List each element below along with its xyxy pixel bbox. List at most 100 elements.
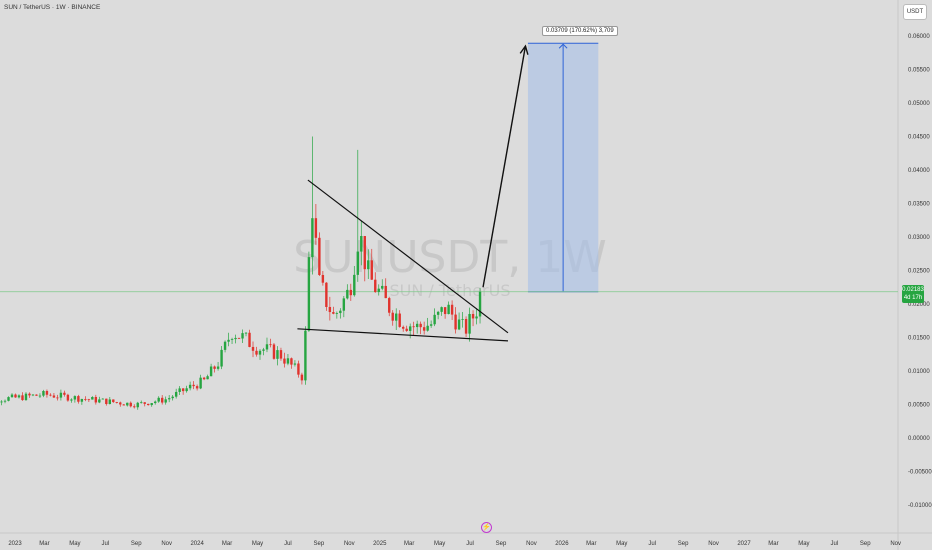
x-tick-label: Sep (678, 541, 689, 547)
candle-body (49, 394, 52, 396)
candle-body (101, 398, 105, 400)
candle-body (87, 399, 91, 401)
y-tick-label: 0.00000 (908, 436, 930, 442)
y-tick-label: 0.01500 (908, 336, 930, 342)
candle-body (38, 395, 42, 397)
candle-body (216, 366, 220, 369)
candle-body (157, 397, 160, 402)
candle-body (415, 323, 419, 328)
candle-body (436, 311, 440, 315)
candle-body (73, 396, 77, 400)
x-tick-label: Jul (648, 541, 656, 547)
candle-body (230, 339, 234, 340)
candle-body (234, 337, 237, 340)
candle-body (426, 325, 429, 331)
candle-body (115, 402, 118, 403)
candle-body (91, 396, 94, 400)
projection-tooltip: 0.03709 (170.62%) 3,709 (542, 26, 618, 36)
candle-body (119, 402, 122, 405)
current-price-value: 0.02183 (902, 287, 924, 293)
projection-arrowhead (519, 44, 529, 55)
candle-body (206, 376, 209, 380)
candle-body (429, 324, 433, 326)
candle-body (28, 393, 31, 396)
candle-body (178, 388, 181, 392)
target-arrowhead (558, 43, 568, 49)
candle-body (24, 393, 28, 401)
candle-body (381, 285, 384, 289)
y-tick-label: 0.03500 (908, 202, 930, 208)
candle-body (174, 391, 178, 397)
candle-body (328, 306, 332, 313)
candle-body (154, 401, 157, 404)
candle-body (325, 282, 328, 307)
x-tick-label: May (252, 541, 263, 547)
candle-body (112, 399, 115, 403)
candle-body (98, 399, 101, 403)
currency-button[interactable]: USDT (903, 4, 927, 20)
candle-body (293, 363, 297, 365)
candle-body (185, 388, 188, 392)
candle-body (433, 314, 436, 325)
candle-body (167, 398, 171, 400)
y-tick-label: 0.04500 (908, 135, 930, 141)
candle-body (412, 326, 415, 328)
candle-body (318, 237, 321, 275)
candle-body (0, 401, 3, 403)
candle-body (475, 316, 478, 319)
candle-body (265, 344, 269, 350)
candle-body (335, 313, 339, 314)
candle-body (66, 394, 70, 401)
x-tick-label: 2027 (737, 541, 751, 547)
candle-body (133, 406, 136, 408)
candle-body (140, 402, 143, 404)
candle-body (251, 346, 255, 351)
symbol-header: SUN / TetherUS · 1W · BINANCE (4, 4, 101, 11)
candle-body (17, 395, 21, 398)
candle-body (297, 363, 300, 375)
candle-body (248, 332, 251, 347)
candle-body (136, 402, 139, 408)
candle-body (349, 289, 353, 296)
candle-body (388, 298, 391, 313)
candle-body (244, 332, 248, 334)
candle-body (408, 326, 412, 331)
y-tick-label: 0.03000 (908, 235, 930, 241)
candle-body (300, 374, 304, 381)
x-tick-label: May (798, 541, 809, 547)
candle-body (307, 257, 311, 331)
candle-body (255, 350, 258, 355)
candle-body (129, 402, 132, 407)
candle-body (370, 260, 373, 280)
candle-body (227, 339, 230, 342)
y-tick-label: 0.02500 (908, 269, 930, 275)
x-tick-label: Nov (890, 541, 901, 547)
flash-icon[interactable]: ⚡ (481, 522, 492, 533)
candle-body (213, 366, 216, 369)
candle-body (377, 288, 380, 293)
x-tick-label: Nov (708, 541, 719, 547)
candle-body (339, 310, 342, 314)
candle-body (290, 358, 293, 365)
candle-body (195, 386, 199, 389)
candle-body (443, 307, 447, 315)
candle-body (478, 291, 482, 317)
x-tick-label: 2023 (8, 541, 22, 547)
candle-body (363, 236, 366, 270)
candle-body (356, 251, 359, 275)
candle-body (181, 388, 185, 392)
candle-body (398, 313, 401, 327)
candle-body (105, 398, 108, 405)
candle-body (80, 398, 84, 402)
lower-trendline (297, 328, 509, 342)
candle-body (402, 326, 405, 329)
x-tick-label: Mar (222, 541, 232, 547)
x-tick-label: Mar (768, 541, 778, 547)
candle-body (279, 350, 283, 359)
candle-body (209, 366, 213, 377)
y-tick-label: 0.00500 (908, 403, 930, 409)
candle-body (56, 397, 59, 399)
y-tick-label: 0.01000 (908, 369, 930, 375)
